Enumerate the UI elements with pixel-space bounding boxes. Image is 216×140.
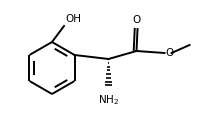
Text: O: O (132, 15, 140, 25)
Text: NH$_2$: NH$_2$ (98, 93, 119, 107)
Text: OH: OH (65, 14, 81, 24)
Text: O: O (165, 48, 174, 58)
